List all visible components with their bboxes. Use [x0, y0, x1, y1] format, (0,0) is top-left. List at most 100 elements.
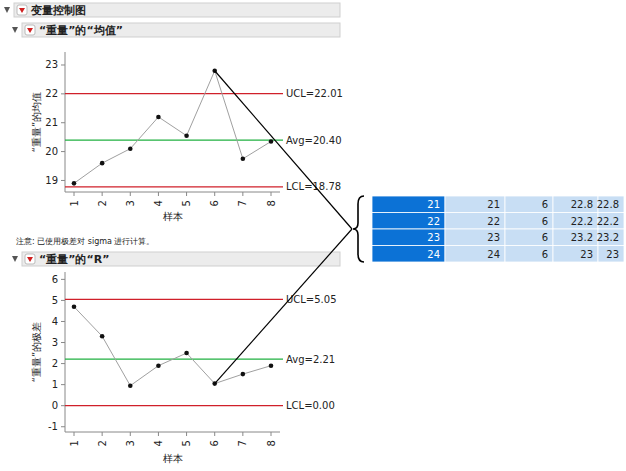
header-bar	[22, 23, 340, 37]
table-cell	[505, 196, 553, 213]
table-cell-text: 22.2	[571, 216, 593, 227]
control-limit-label: LCL=18.78	[286, 181, 341, 192]
x-tick	[74, 192, 75, 196]
x-tick-label: 6	[209, 440, 220, 446]
x-tick-label: 3	[125, 440, 136, 446]
y-tick	[61, 279, 65, 280]
table-cell	[553, 196, 598, 213]
x-tick	[102, 192, 103, 196]
data-point	[184, 133, 189, 138]
data-point	[128, 383, 133, 388]
data-line	[74, 307, 271, 386]
table-cell-text: 22.8	[571, 199, 593, 210]
table-cell	[505, 213, 553, 230]
y-tick	[61, 64, 65, 65]
control-limit-label: LCL=0.00	[286, 400, 335, 411]
table-cell-text: 23.2	[597, 232, 619, 243]
y-tick	[61, 405, 65, 406]
data-point	[156, 115, 161, 120]
table-cell	[372, 213, 445, 230]
table-cell	[553, 213, 598, 230]
menu-icon[interactable]	[25, 25, 35, 35]
table-cell	[445, 213, 505, 230]
menu-arrow	[27, 257, 33, 262]
connector	[215, 71, 352, 229]
plot-area	[65, 68, 283, 186]
control-limit-label: UCL=22.01	[286, 88, 343, 99]
y-tick	[61, 342, 65, 343]
table-cell	[553, 246, 598, 263]
y-tick-label: 5	[52, 295, 58, 306]
x-tick-label: 7	[237, 440, 248, 446]
table-cell-text: 21	[487, 199, 500, 210]
x-tick	[158, 192, 159, 196]
x-tick	[186, 432, 187, 436]
y-tick-label: 4	[52, 316, 58, 327]
y-tick-label: 20	[45, 146, 58, 157]
table-cell-text: 6	[542, 249, 548, 260]
x-tick-label: 1	[69, 200, 80, 206]
x-tick-label: 4	[153, 200, 164, 206]
x-tick-label: 2	[97, 200, 108, 206]
x-tick	[271, 432, 272, 436]
header-bar	[22, 252, 340, 266]
table-cell	[598, 246, 624, 263]
header-bar	[14, 3, 340, 17]
y-tick-label: 23	[45, 59, 58, 70]
x-tick-label: 7	[237, 200, 248, 206]
x-tick-label: 5	[181, 440, 192, 446]
table-cell-text: 6	[542, 199, 548, 210]
plot-area	[65, 299, 283, 405]
x-tick	[214, 192, 215, 196]
x-tick-label: 2	[97, 440, 108, 446]
control-limit	[65, 139, 283, 140]
table-cell-text: 21	[427, 199, 440, 210]
y-axis-label: “重量”的均值	[31, 92, 42, 152]
y-tick-label: -1	[48, 421, 58, 432]
x-tick	[102, 432, 103, 436]
table-cell-text: 24	[487, 249, 500, 260]
menu-arrow	[27, 28, 33, 33]
control-limit-label: Avg=2.21	[286, 354, 335, 365]
y-tick-label: 19	[45, 175, 58, 186]
page: 变量控制图“重量”的“均值”192021222312345678样本“重量”的均…	[0, 0, 626, 471]
x-tick	[242, 432, 243, 436]
y-axis-label: “重量”的极差	[31, 322, 42, 382]
data-point	[128, 146, 133, 151]
y-tick	[61, 180, 65, 181]
data-point	[269, 363, 274, 368]
disclosure-icon	[12, 256, 18, 262]
menu-icon[interactable]	[25, 254, 35, 264]
data-point	[72, 304, 77, 309]
disclosure-icon	[12, 27, 18, 33]
y-tick-label: 2	[52, 358, 58, 369]
menu-icon[interactable]	[17, 5, 27, 15]
table-cell-text: 23	[427, 232, 440, 243]
table-cell	[505, 246, 553, 263]
table-cell	[445, 246, 505, 263]
data-point	[184, 351, 189, 356]
x-tick-label: 4	[153, 440, 164, 446]
x-tick	[214, 432, 215, 436]
connector	[215, 229, 352, 384]
table-cell-text: 23	[487, 232, 500, 243]
menu-arrow	[19, 8, 25, 13]
y-tick	[61, 384, 65, 385]
data-point	[72, 181, 77, 186]
table-cell	[372, 246, 445, 263]
x-tick-label: 6	[209, 200, 220, 206]
table-cell-text: 22.2	[597, 216, 619, 227]
y-axis	[65, 272, 66, 432]
table-cell	[445, 229, 505, 246]
table-cell-text: 22	[427, 216, 440, 227]
x-axis-label: 样本	[163, 453, 183, 464]
control-limit	[65, 299, 283, 300]
x-tick	[242, 192, 243, 196]
y-tick	[61, 363, 65, 364]
table-cell-text: 22	[487, 216, 500, 227]
x-tick	[74, 432, 75, 436]
table-cell-text: 22.8	[597, 199, 619, 210]
table-cell	[505, 229, 553, 246]
note: 注意: 已使用极差对 sigma 进行计算。	[16, 237, 155, 246]
y-tick	[61, 300, 65, 301]
